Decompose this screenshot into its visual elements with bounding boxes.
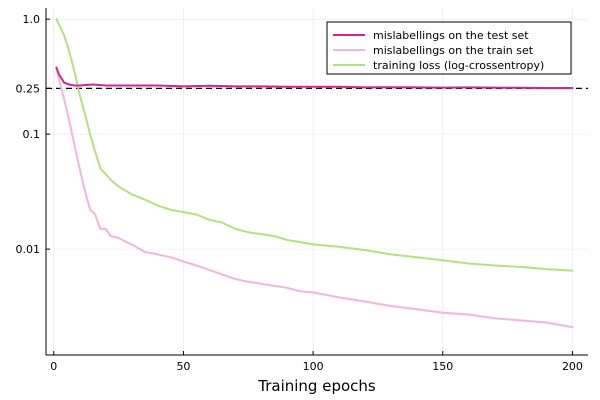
series-group <box>55 18 574 329</box>
y-tick-label: 1.0 <box>23 13 41 26</box>
x-axis-title: Training epochs <box>257 377 376 395</box>
x-tick-label: 200 <box>562 360 583 373</box>
train-set-line <box>55 66 574 329</box>
x-tick-label: 100 <box>303 360 324 373</box>
legend-label: training loss (log-crossentropy) <box>373 59 544 72</box>
axes <box>45 8 588 356</box>
y-tick-label: 0.01 <box>16 243 41 256</box>
legend-box <box>326 21 572 75</box>
x-tick-label: 0 <box>50 360 57 373</box>
training-loss-line <box>55 18 574 272</box>
x-tick-label: 50 <box>176 360 190 373</box>
test-set-line <box>55 66 574 89</box>
x-tick-label: 150 <box>432 360 453 373</box>
tick-labels: 0 50 100 150 200 0.01 0.1 0.25 1.0 <box>16 13 583 373</box>
y-tick-label: 0.25 <box>16 82 41 95</box>
legend-label: mislabellings on the train set <box>373 44 534 57</box>
legend-label: mislabellings on the test set <box>373 29 529 42</box>
legend: mislabellings on the test set mislabellin… <box>326 21 572 75</box>
y-tick-label: 0.1 <box>23 128 41 141</box>
